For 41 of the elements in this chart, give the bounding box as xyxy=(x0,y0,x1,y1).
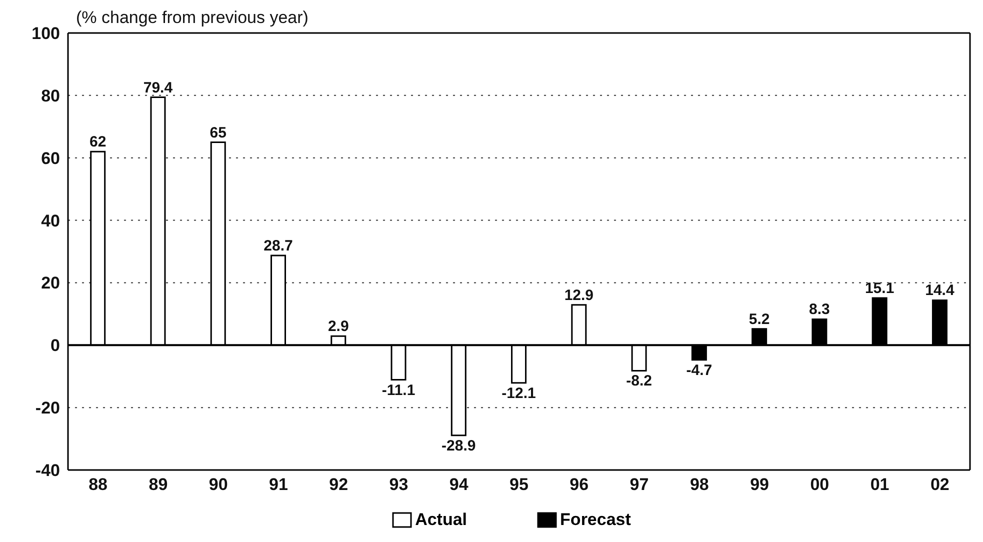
y-tick-label: 0 xyxy=(50,336,60,356)
x-tick-label: 98 xyxy=(690,475,709,494)
data-label: 8.3 xyxy=(809,301,830,318)
y-tick-label: 80 xyxy=(41,86,60,106)
legend-label: Actual xyxy=(414,510,468,530)
y-tick-label: 20 xyxy=(41,274,60,293)
data-label: 2.9 xyxy=(328,318,349,336)
x-tick-label: 01 xyxy=(870,475,890,494)
x-tick-label: 91 xyxy=(269,475,288,494)
chart-title: (% change from previous year) xyxy=(76,8,308,28)
x-tick-label: 94 xyxy=(449,475,469,494)
y-tick-label: 100 xyxy=(32,24,60,44)
x-tick-label: 02 xyxy=(930,475,950,494)
x-tick-label: 93 xyxy=(389,475,408,494)
x-tick-label: 00 xyxy=(810,475,830,494)
data-label: -12.1 xyxy=(502,384,536,402)
y-tick-label: -20 xyxy=(35,398,60,418)
data-label: -4.7 xyxy=(686,362,712,379)
x-tick-label: 90 xyxy=(208,475,228,494)
data-label: -11.1 xyxy=(382,382,416,399)
data-label: 5.2 xyxy=(748,310,770,328)
x-tick-label: 96 xyxy=(570,475,589,494)
y-tick-label: 60 xyxy=(41,148,60,168)
data-label: -28.9 xyxy=(442,437,476,454)
data-label: 12.9 xyxy=(564,286,594,304)
data-label: 15.1 xyxy=(864,280,894,298)
legend-label: Forecast xyxy=(559,510,631,530)
x-tick-label: 89 xyxy=(148,475,168,494)
x-tick-label: 95 xyxy=(510,475,528,494)
data-label: 62 xyxy=(90,134,106,151)
y-tick-label: 40 xyxy=(41,211,60,230)
data-label: 14.4 xyxy=(925,282,955,300)
y-tick-label: -40 xyxy=(35,461,60,480)
data-label: 65 xyxy=(210,124,226,142)
x-tick-label: 99 xyxy=(750,475,769,494)
x-tick-label: 92 xyxy=(329,475,348,494)
x-tick-label: 97 xyxy=(630,475,649,494)
data-label: 28.7 xyxy=(264,238,293,255)
data-label: -8.2 xyxy=(626,372,652,390)
data-label: 79.4 xyxy=(143,79,174,96)
x-tick-label: 88 xyxy=(88,475,108,494)
